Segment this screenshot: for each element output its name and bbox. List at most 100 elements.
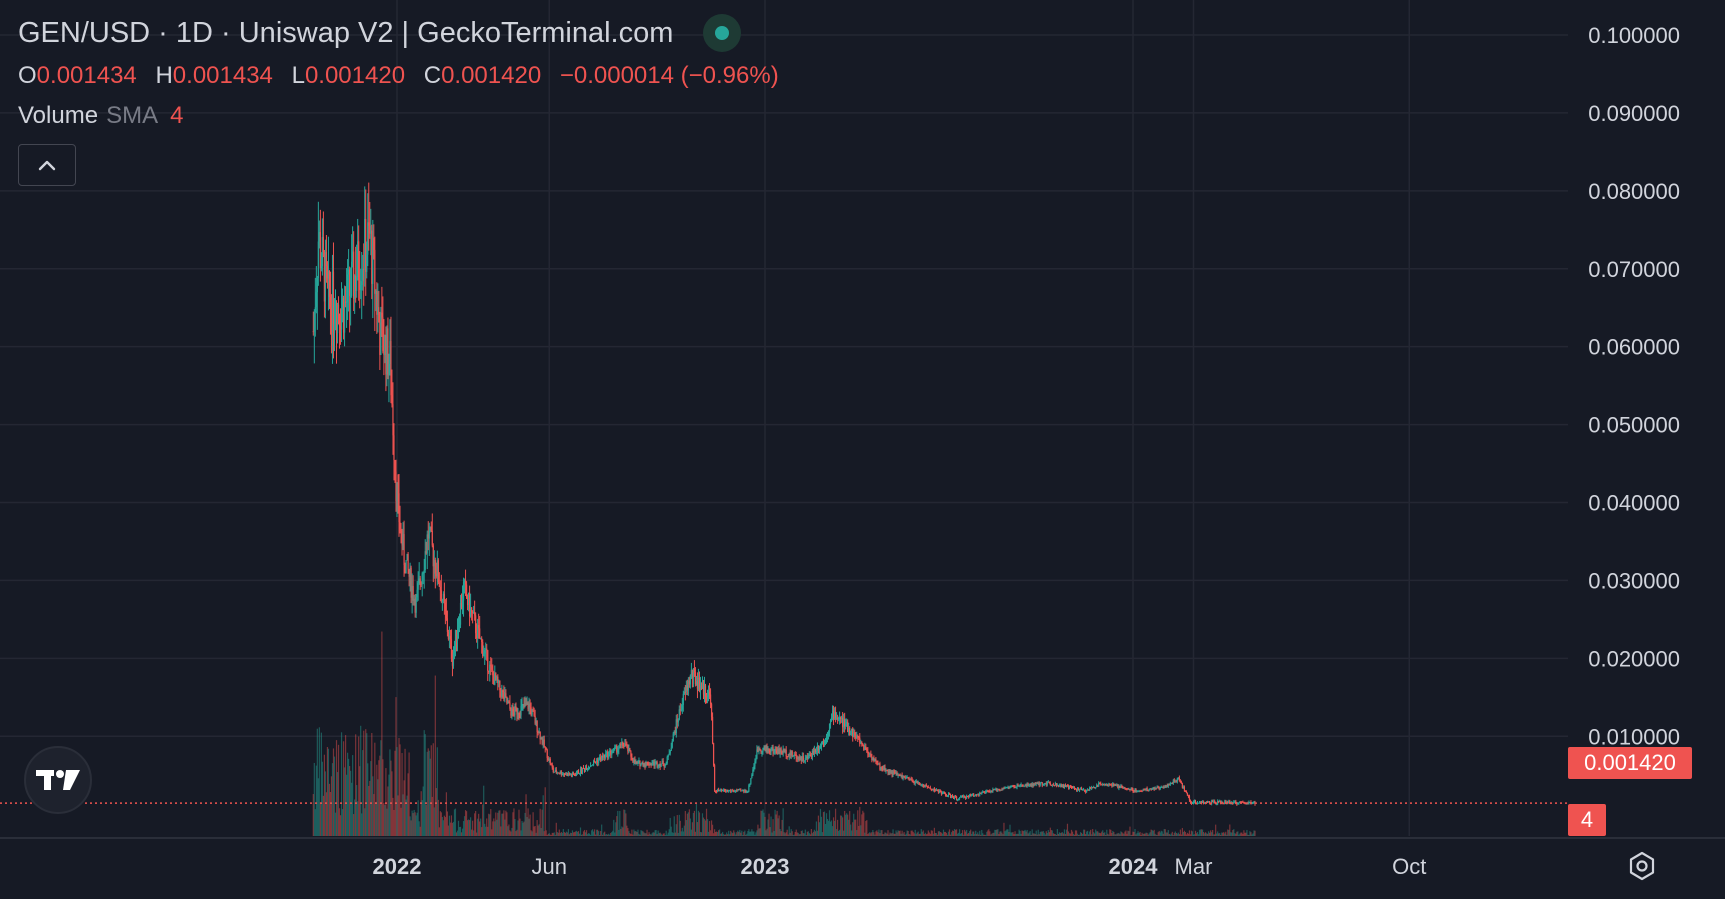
candle-body — [662, 760, 664, 766]
candle-body — [991, 790, 993, 792]
candle-body — [1057, 785, 1059, 787]
candle-body — [679, 709, 681, 711]
time-axis[interactable]: 2022 Jun 2023 2024 Mar Oct — [373, 854, 1427, 879]
volume-bar — [711, 824, 714, 836]
volume-bar — [519, 818, 521, 836]
volume-bar — [611, 832, 613, 836]
volume-bar — [609, 834, 611, 836]
candle-body — [1103, 783, 1105, 785]
candle-body — [496, 676, 498, 681]
volume-bar — [761, 810, 763, 836]
candle-body — [617, 749, 619, 753]
volume-bar — [1132, 831, 1134, 836]
volume-bar — [833, 820, 836, 836]
volume-bar — [926, 833, 928, 836]
candle-body — [358, 241, 360, 281]
candle-body — [544, 746, 546, 748]
volume-bar — [672, 832, 674, 836]
candle-body — [1152, 787, 1154, 789]
volume-bar — [694, 831, 697, 836]
volume-bar — [800, 830, 802, 836]
volume-bar — [557, 832, 559, 836]
candle-body — [831, 710, 834, 718]
candle-body — [1232, 802, 1234, 804]
volume-bar — [1180, 834, 1182, 836]
volume-bar — [500, 826, 502, 836]
close-value: 0.001420 — [441, 62, 542, 89]
volume-bar — [997, 829, 999, 836]
volume-bar — [539, 808, 541, 836]
volume-bar — [432, 743, 434, 836]
volume-bar — [681, 827, 683, 836]
candle-body — [772, 747, 774, 753]
candle-body — [519, 714, 521, 716]
candle-body — [953, 796, 956, 799]
candle-body — [375, 291, 377, 294]
volume-bar — [1141, 832, 1143, 836]
candle-body — [431, 530, 433, 546]
candle-body — [613, 748, 615, 752]
candle-body — [867, 751, 869, 754]
volume-bar — [420, 791, 422, 836]
candle-body — [1017, 784, 1019, 786]
candle-body — [486, 648, 488, 651]
volume-bar — [613, 819, 615, 836]
candle-body — [1217, 801, 1219, 804]
candle-body — [1077, 788, 1080, 791]
volume-bar — [1058, 832, 1060, 836]
candle-body — [322, 237, 324, 252]
volume-bar — [476, 832, 478, 836]
price-tick-label: 0.080000 — [1588, 179, 1680, 204]
tradingview-logo-icon[interactable] — [24, 746, 92, 814]
candle-body — [768, 748, 770, 752]
candle-body — [528, 703, 530, 710]
symbol-title[interactable]: GEN/USD · 1D · Uniswap V2 | GeckoTermina… — [18, 16, 674, 49]
volume-bar — [1128, 831, 1130, 836]
candle-body — [933, 788, 935, 791]
volume-bar — [988, 829, 990, 836]
volume-bar — [434, 675, 436, 836]
volume-bar — [386, 808, 388, 836]
candle-body — [547, 758, 549, 760]
volume-bar — [507, 826, 509, 836]
candle-body — [1090, 787, 1092, 789]
candle-body — [1012, 785, 1014, 787]
volume-bar — [1085, 834, 1087, 836]
candle-body — [816, 745, 819, 752]
volume-bar — [1007, 829, 1009, 836]
chart-settings-button[interactable] — [1624, 848, 1660, 884]
volume-bar — [789, 832, 791, 836]
candle-body — [796, 757, 798, 759]
volume-indicator-legend[interactable]: Volume SMA 4 — [18, 102, 791, 130]
volume-bar — [825, 813, 828, 836]
volume-bar — [700, 832, 703, 836]
candle-body — [710, 704, 713, 717]
candle-body — [597, 760, 599, 763]
volume-bar — [565, 831, 567, 836]
volume-bar — [764, 816, 766, 836]
candle-body — [646, 762, 648, 764]
candle-body — [1170, 783, 1172, 785]
candle-body — [1212, 801, 1214, 803]
volume-bar — [1066, 823, 1069, 836]
candle-body — [526, 702, 528, 705]
volume-bar — [1157, 832, 1159, 836]
candle-body — [1112, 783, 1114, 786]
candle-body — [1089, 787, 1091, 791]
price-axis[interactable]: 0.1000000.0900000.0800000.0700000.060000… — [1588, 23, 1680, 749]
volume-bar — [1172, 834, 1174, 836]
collapse-legend-button[interactable] — [18, 144, 76, 186]
volume-bar — [1133, 831, 1135, 836]
volume-bar — [1134, 829, 1136, 836]
volume-bar — [704, 820, 707, 836]
volume-bar — [340, 732, 343, 836]
candle-body — [1046, 781, 1048, 785]
volume-bar — [1060, 832, 1063, 836]
candle-body — [440, 590, 442, 602]
volume-bar — [838, 830, 840, 836]
live-status-icon — [703, 14, 742, 52]
candle-body — [790, 751, 792, 756]
candle-body — [683, 691, 685, 694]
candle-body — [949, 794, 952, 798]
